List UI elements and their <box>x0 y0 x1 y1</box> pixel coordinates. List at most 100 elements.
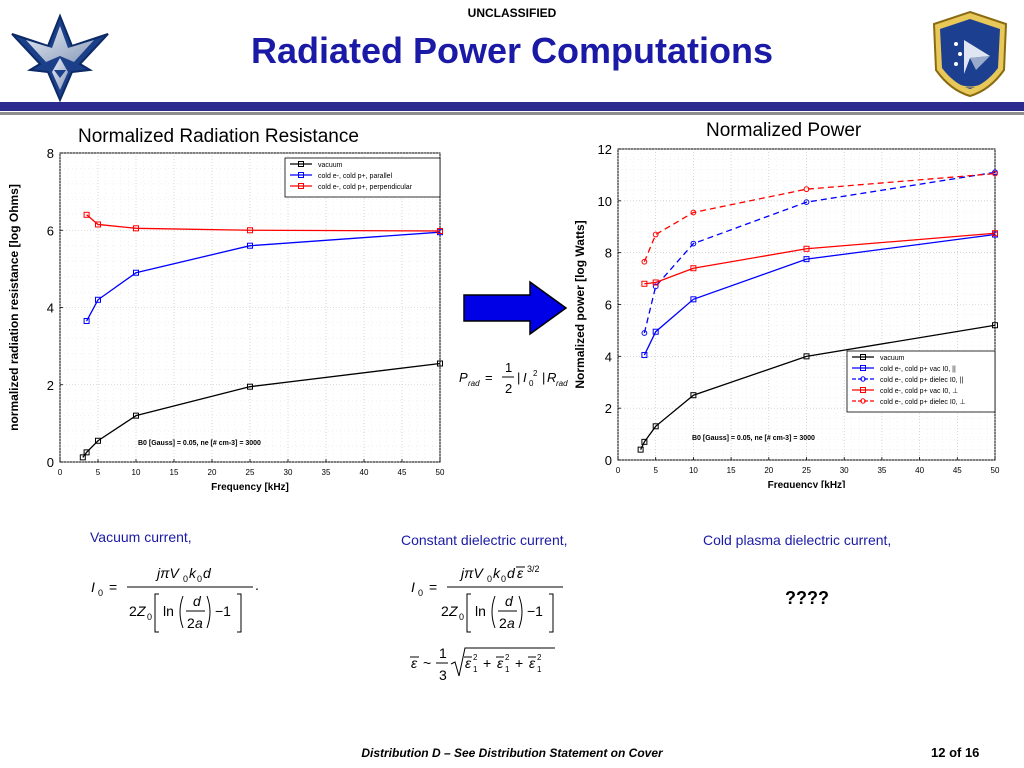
data-point <box>690 240 697 247</box>
legend-label: vacuum <box>880 355 905 362</box>
svg-text:=: = <box>429 579 437 595</box>
legend-marker <box>860 387 866 393</box>
x-tick-label: 15 <box>170 468 179 477</box>
afrl-seal-icon <box>932 10 1008 98</box>
svg-text:=: = <box>485 370 493 385</box>
right-chart-title: Normalized Power <box>706 120 862 141</box>
svg-text:k: k <box>493 565 501 581</box>
data-point <box>641 352 648 359</box>
header-bar-line <box>0 112 1024 115</box>
svg-text:2: 2 <box>187 615 195 631</box>
y-axis-label: Normalized power [log Watts] <box>573 220 587 388</box>
x-tick-label: 30 <box>284 468 293 477</box>
svg-text:ln: ln <box>163 603 174 619</box>
svg-text:ε: ε <box>497 655 504 671</box>
data-point <box>79 454 86 461</box>
chart-annotation: B0 [Gauss] = 0.05, ne [# cm-3] = 3000 <box>692 435 815 442</box>
data-point <box>247 383 253 390</box>
x-tick-label: 45 <box>398 468 407 477</box>
svg-text:d: d <box>193 593 202 609</box>
y-tick-label: 6 <box>47 223 54 238</box>
legend: vacuum cold e-, cold p+, parallel cold e-,… <box>284 157 441 198</box>
legend: vacuum cold e-, cold p+ vac I0, || cold e-… <box>846 350 996 413</box>
x-tick-label: 25 <box>802 466 811 475</box>
legend-marker <box>298 172 304 178</box>
svg-text:2: 2 <box>499 615 507 631</box>
data-point <box>83 318 90 325</box>
y-tick-label: 2 <box>47 378 54 393</box>
svg-text:R: R <box>547 370 556 385</box>
slide-title: Radiated Power Computations <box>250 30 774 71</box>
data-point <box>95 296 101 303</box>
legend-label: cold e-, cold p+, parallel <box>318 173 393 180</box>
series-4 <box>641 230 998 287</box>
x-tick-label: 10 <box>132 468 141 477</box>
x-tick-label: 10 <box>689 466 698 475</box>
x-tick-label: 20 <box>764 466 773 475</box>
y-axis-label: normalized radiation resistance [log Ohm… <box>7 184 21 431</box>
svg-text:0: 0 <box>183 574 188 584</box>
svg-text:.: . <box>255 577 259 593</box>
data-point <box>803 186 810 193</box>
data-point <box>83 449 90 456</box>
svg-text:a: a <box>507 615 515 631</box>
svg-text:1: 1 <box>505 665 510 674</box>
data-point <box>637 446 644 453</box>
svg-text:2: 2 <box>441 603 449 619</box>
series-line <box>643 171 996 334</box>
data-point <box>652 423 659 430</box>
data-point <box>690 265 697 272</box>
svg-text:k: k <box>189 565 197 581</box>
svg-text:1: 1 <box>439 645 447 661</box>
data-point <box>803 353 810 360</box>
header-bar <box>0 102 1024 111</box>
svg-text:d: d <box>507 565 516 581</box>
data-point <box>992 322 998 329</box>
y-tick-label: 6 <box>605 298 612 313</box>
y-tick-label: 0 <box>47 455 54 470</box>
y-tick-label: 8 <box>47 146 54 161</box>
svg-text:=: = <box>109 579 117 595</box>
data-point <box>641 438 648 445</box>
svg-text:2: 2 <box>505 381 512 396</box>
svg-text:a: a <box>195 615 203 631</box>
svg-text:0: 0 <box>147 612 152 622</box>
legend-label: cold e-, cold p+, perpendicular <box>318 184 413 191</box>
left-chart-title: Normalized Radiation Resistance <box>78 126 359 147</box>
svg-text:0: 0 <box>501 574 506 584</box>
x-tick-label: 45 <box>953 466 962 475</box>
svg-text:I: I <box>91 579 95 595</box>
data-point <box>690 209 697 216</box>
y-tick-label: 2 <box>605 401 612 416</box>
data-point <box>803 245 810 252</box>
svg-text:+: + <box>483 655 491 671</box>
data-point <box>437 228 443 235</box>
data-point <box>803 256 810 263</box>
series-5 <box>641 170 998 265</box>
data-point <box>437 360 443 367</box>
svg-text:1: 1 <box>537 665 542 674</box>
data-point <box>652 283 659 290</box>
svg-text:ε: ε <box>465 655 472 671</box>
data-point <box>992 170 998 177</box>
legend-marker <box>298 183 304 189</box>
data-point <box>641 330 648 336</box>
data-point <box>133 225 139 232</box>
plasma-current-unknown: ???? <box>785 588 829 608</box>
series-line <box>643 172 996 262</box>
svg-text:rad: rad <box>556 379 568 388</box>
air-force-wings-logo-icon <box>11 13 109 103</box>
svg-text:ε: ε <box>529 655 536 671</box>
svg-text:ε: ε <box>411 655 418 671</box>
svg-text:2: 2 <box>473 653 478 662</box>
series-line <box>82 362 441 458</box>
data-point <box>83 211 90 218</box>
y-tick-label: 0 <box>605 453 612 468</box>
radiation-resistance-chart: 0 5 10 15 20 25 30 35 40 45 50 0 2 4 6 8 Frequency [kHz]… <box>7 146 445 493</box>
legend-label: cold e-, cold p+ dielec I0, ⊥ <box>880 399 966 406</box>
classification-banner: UNCLASSIFIED <box>467 6 557 20</box>
data-point <box>95 437 101 444</box>
x-tick-label: 50 <box>991 466 1000 475</box>
series-line <box>86 231 441 322</box>
